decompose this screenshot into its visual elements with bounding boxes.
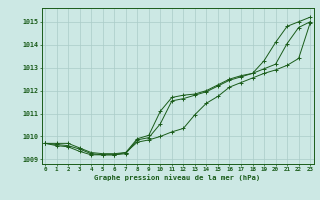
X-axis label: Graphe pression niveau de la mer (hPa): Graphe pression niveau de la mer (hPa) — [94, 175, 261, 181]
